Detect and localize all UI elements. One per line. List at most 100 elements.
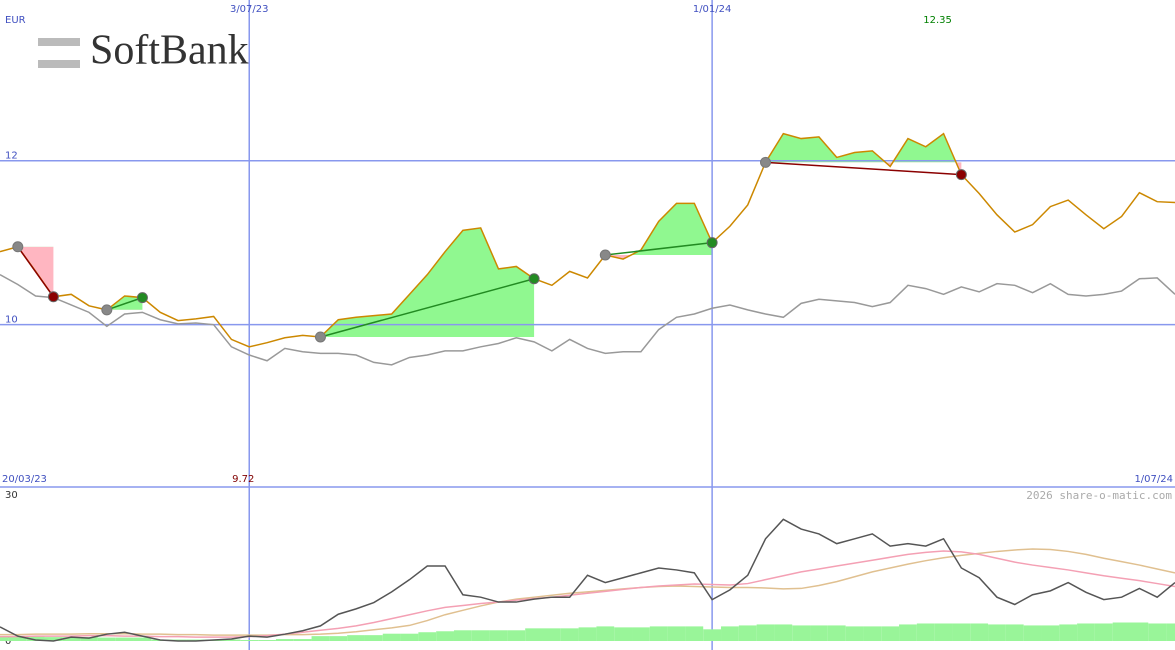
low-label: 9.72	[232, 474, 254, 485]
trade-entry	[101, 304, 113, 316]
bar	[293, 639, 312, 641]
bar	[738, 625, 757, 641]
bar	[275, 639, 294, 641]
bar	[1005, 624, 1024, 641]
credit: 2026 share-o-matic.com	[1026, 489, 1172, 502]
y-tick-label: 10	[5, 315, 18, 326]
bar	[222, 639, 241, 641]
bar	[1148, 623, 1167, 641]
bar	[632, 627, 650, 641]
bar	[80, 637, 98, 641]
series-line	[0, 550, 1175, 638]
trade-entry	[760, 156, 772, 168]
bar	[792, 625, 811, 641]
bar	[1130, 622, 1149, 641]
bar	[703, 629, 722, 641]
bar	[1112, 622, 1131, 641]
bar	[667, 626, 686, 641]
bar	[845, 626, 864, 641]
bar	[721, 626, 739, 641]
bar	[952, 623, 971, 641]
bar	[400, 633, 419, 641]
bar	[578, 627, 597, 641]
logo-bar	[38, 38, 80, 46]
bar	[240, 640, 259, 641]
bar	[133, 637, 152, 641]
bar	[774, 624, 793, 641]
trade-exit	[706, 237, 718, 249]
trade-entry	[12, 241, 24, 253]
bar	[1077, 623, 1095, 641]
bar	[471, 630, 490, 641]
trade-exit	[955, 169, 967, 181]
trade-exit	[47, 291, 59, 303]
y-tick-label: 12	[5, 151, 18, 162]
currency-label: EUR	[5, 15, 26, 26]
trade-line	[17, 246, 55, 298]
series-line	[0, 548, 1175, 636]
logo: SoftBank	[38, 28, 249, 74]
x-range-start: 20/03/23	[2, 474, 47, 485]
trade-entry	[314, 331, 326, 343]
x-tick-label: 3/07/23	[230, 4, 269, 15]
bar	[1166, 623, 1175, 641]
trade-line	[320, 278, 535, 338]
trade-area	[605, 203, 713, 255]
bar	[0, 636, 9, 641]
bar	[26, 636, 45, 641]
bar	[525, 628, 543, 641]
bar	[560, 628, 579, 641]
bar	[863, 626, 882, 641]
bar	[44, 637, 63, 641]
trade-exit	[528, 273, 540, 285]
bar	[970, 623, 989, 641]
bar	[614, 627, 633, 641]
bar	[418, 632, 437, 641]
series-line	[0, 273, 1175, 366]
bar	[453, 630, 472, 641]
high-label: 12.35	[923, 15, 952, 26]
bar	[881, 626, 900, 641]
bar	[988, 624, 1006, 641]
bar	[1041, 625, 1060, 641]
bar	[436, 631, 454, 641]
x-range-end: 1/07/24	[1134, 474, 1173, 485]
bar	[1059, 624, 1078, 641]
bar	[62, 637, 81, 641]
bar	[347, 635, 365, 641]
bar	[507, 630, 526, 641]
trade-line	[106, 296, 143, 311]
bar	[685, 626, 704, 641]
logo-bar	[38, 60, 80, 68]
bar	[258, 640, 276, 641]
logo-text: SoftBank	[90, 28, 249, 74]
bar	[8, 636, 27, 641]
bar	[1094, 623, 1113, 641]
bar	[311, 636, 330, 641]
trade-area	[320, 227, 535, 337]
trade-line	[605, 241, 713, 256]
bar	[596, 626, 615, 641]
bar	[649, 626, 668, 641]
bar	[382, 633, 401, 641]
x-tick-label: 1/01/24	[693, 4, 732, 15]
bar	[756, 624, 775, 641]
bar	[542, 628, 561, 641]
trade-entry	[599, 249, 611, 261]
bar	[827, 625, 846, 641]
bar	[489, 630, 508, 641]
bar	[115, 637, 134, 641]
series-line	[0, 518, 1175, 642]
trade-exit	[136, 292, 148, 304]
y-tick-label: 30	[5, 490, 18, 501]
y-tick-label: 0	[5, 636, 11, 647]
bar	[329, 636, 348, 641]
bar	[899, 624, 917, 641]
bar	[916, 623, 935, 641]
bar	[1023, 625, 1042, 641]
trade-area	[17, 246, 54, 297]
bar	[364, 635, 383, 641]
bar	[810, 625, 828, 641]
bar	[934, 623, 953, 641]
